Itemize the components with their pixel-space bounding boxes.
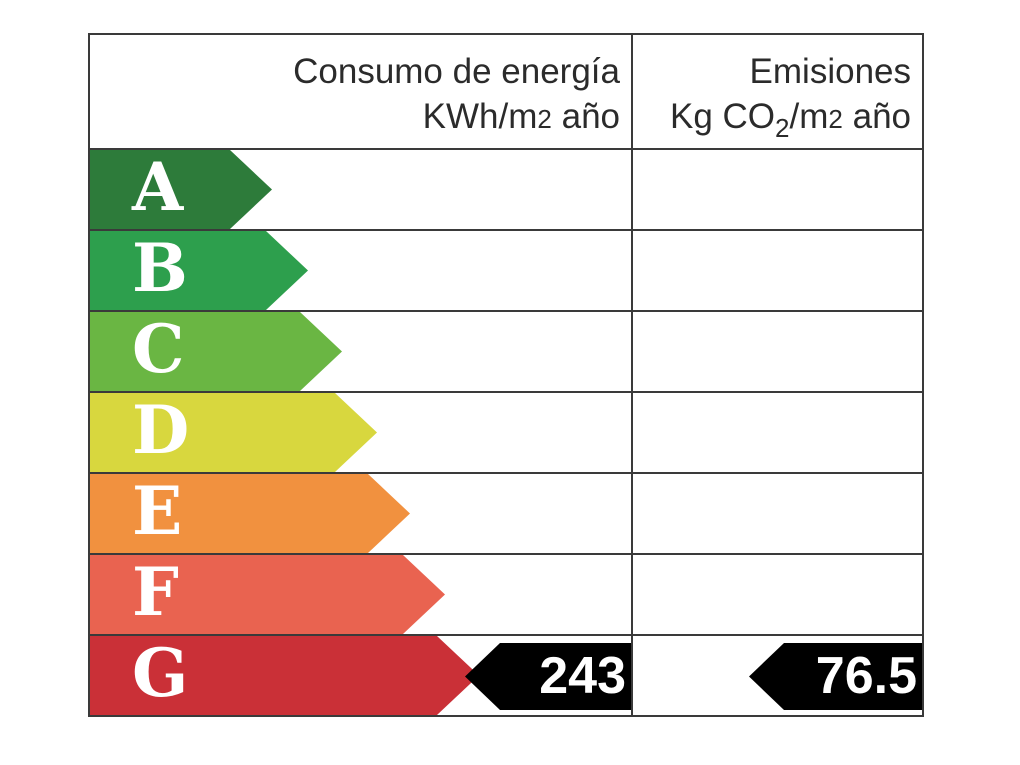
rating-bar-f: F [90, 555, 445, 634]
emissions-header-cell: Emisiones Kg CO2/m2 año [633, 35, 922, 148]
consumption-cell-e: E [90, 474, 633, 553]
emissions-cell-c [633, 312, 922, 391]
emissions-cell-e [633, 474, 922, 553]
rating-bar-a: A [90, 150, 272, 229]
consumption-cell-f: F [90, 555, 633, 634]
emissions-cell-b [633, 231, 922, 310]
rating-bar-d: D [90, 393, 377, 472]
consumption-value: 243 [539, 647, 626, 705]
consumption-unit-post: año [551, 97, 620, 136]
emissions-cell-f [633, 555, 922, 634]
consumption-unit-pre: KWh/m [422, 97, 538, 136]
consumption-cell-c: C [90, 312, 633, 391]
rating-row-d: D [90, 393, 922, 474]
consumption-header-title: Consumo de energía [293, 52, 620, 91]
emissions-unit-post: año [842, 97, 911, 136]
rating-letter-g: G [132, 633, 189, 712]
consumption-header-cell: Consumo de energía KWh/m2 año [90, 35, 633, 148]
rating-row-b: B [90, 231, 922, 312]
rating-letter-e: E [132, 471, 183, 550]
consumption-value-arrow: 243 [465, 643, 631, 710]
consumption-cell-b: B [90, 231, 633, 310]
consumption-cell-d: D [90, 393, 633, 472]
rating-row-a: A [90, 150, 922, 231]
emissions-unit-exponent: 2 [828, 104, 843, 134]
rating-letter-b: B [132, 228, 188, 307]
emissions-header-title: Emisiones [749, 52, 911, 91]
rating-bar-c: C [90, 312, 342, 391]
consumption-header-unit: KWh/m2 año [90, 94, 620, 142]
energy-certificate-table: Consumo de energía KWh/m2 año Emisiones … [88, 33, 924, 717]
rating-letter-a: A [132, 147, 184, 226]
consumption-unit-exponent: 2 [537, 104, 552, 134]
consumption-cell-a: A [90, 150, 633, 229]
emissions-unit-pre: Kg CO [670, 97, 776, 136]
rating-letter-c: C [132, 309, 185, 388]
rating-row-g: G 243 76.5 [90, 636, 922, 715]
emissions-unit-subscript: 2 [775, 113, 790, 143]
rating-bar-g: G [90, 636, 479, 715]
emissions-cell-d [633, 393, 922, 472]
rating-row-e: E [90, 474, 922, 555]
rating-letter-d: D [132, 390, 190, 469]
emissions-value-arrow: 76.5 [749, 643, 922, 710]
rating-rows: A B C D [90, 150, 922, 715]
emissions-cell-a [633, 150, 922, 229]
emissions-cell-g: 76.5 [633, 636, 922, 715]
rating-bar-e: E [90, 474, 410, 553]
emissions-unit-mid: /m [789, 97, 829, 136]
rating-bar-b: B [90, 231, 308, 310]
rating-row-f: F [90, 555, 922, 636]
rating-letter-f: F [132, 552, 179, 631]
consumption-cell-g: G 243 [90, 636, 633, 715]
emissions-value: 76.5 [815, 647, 917, 705]
header-row: Consumo de energía KWh/m2 año Emisiones … [90, 35, 922, 150]
rating-row-c: C [90, 312, 922, 393]
emissions-header-unit: Kg CO2/m2 año [633, 94, 911, 151]
